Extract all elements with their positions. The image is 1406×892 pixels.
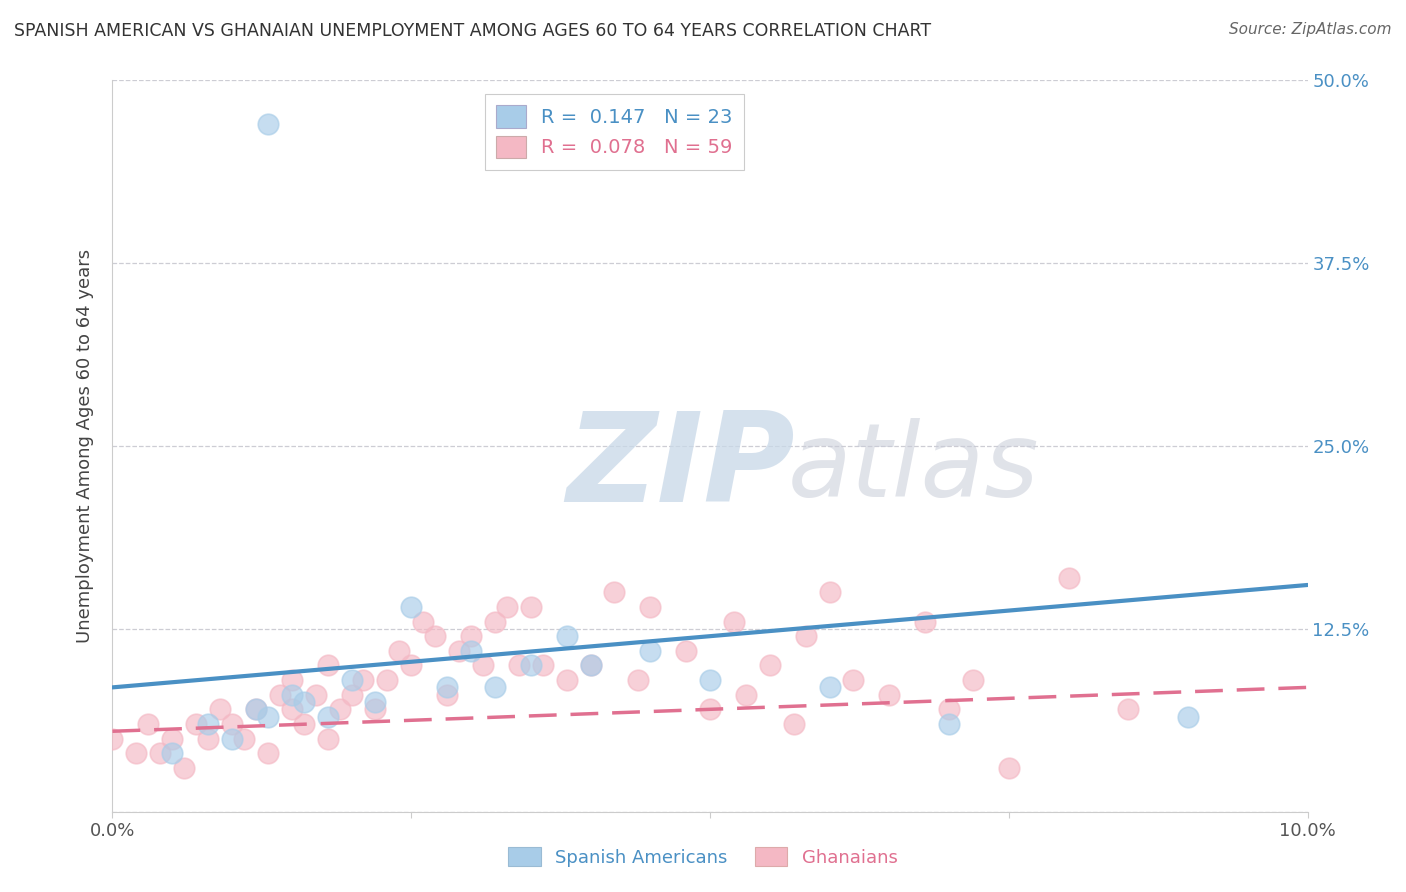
Point [245, 702, 267, 716]
Point [783, 717, 806, 731]
Point [125, 746, 148, 760]
Point [209, 702, 232, 716]
Text: ZIP: ZIP [567, 408, 796, 528]
Point [401, 658, 423, 673]
Point [1177, 709, 1199, 723]
Point [508, 658, 530, 673]
Point [998, 761, 1021, 775]
Point [281, 702, 304, 716]
Point [675, 644, 697, 658]
Point [221, 717, 243, 731]
Point [305, 688, 328, 702]
Point [1118, 702, 1140, 716]
Point [257, 709, 280, 723]
Point [257, 746, 280, 760]
Point [640, 599, 662, 614]
Point [579, 658, 602, 673]
Point [233, 731, 256, 746]
Text: Source: ZipAtlas.com: Source: ZipAtlas.com [1229, 22, 1392, 37]
Point [364, 695, 387, 709]
Point [472, 658, 495, 673]
Point [531, 658, 554, 673]
Point [245, 702, 267, 716]
Point [316, 658, 339, 673]
Point [436, 688, 458, 702]
Point [938, 717, 960, 731]
Point [138, 717, 160, 731]
Point [412, 615, 434, 629]
Point [221, 731, 243, 746]
Point [281, 673, 304, 687]
Point [627, 673, 650, 687]
Y-axis label: Unemployment Among Ages 60 to 64 years: Unemployment Among Ages 60 to 64 years [76, 249, 94, 643]
Point [723, 615, 745, 629]
Point [149, 746, 172, 760]
Point [579, 658, 602, 673]
Point [364, 702, 387, 716]
Point [353, 673, 375, 687]
Point [101, 731, 124, 746]
Point [292, 717, 315, 731]
Point [818, 681, 841, 695]
Point [449, 644, 471, 658]
Legend: R =  0.147   N = 23, R =  0.078   N = 59: R = 0.147 N = 23, R = 0.078 N = 59 [485, 94, 744, 169]
Point [520, 658, 543, 673]
Point [555, 629, 578, 643]
Point [603, 585, 626, 599]
Point [1057, 571, 1080, 585]
Point [842, 673, 865, 687]
Point [257, 117, 280, 131]
Point [316, 731, 339, 746]
Point [699, 702, 721, 716]
Text: atlas: atlas [787, 418, 1039, 518]
Point [484, 615, 506, 629]
Point [460, 644, 482, 658]
Point [555, 673, 578, 687]
Text: SPANISH AMERICAN VS GHANAIAN UNEMPLOYMENT AMONG AGES 60 TO 64 YEARS CORRELATION : SPANISH AMERICAN VS GHANAIAN UNEMPLOYMEN… [14, 22, 931, 40]
Point [460, 629, 482, 643]
Point [640, 644, 662, 658]
Point [292, 695, 315, 709]
Point [173, 761, 195, 775]
Point [735, 688, 758, 702]
Point [281, 688, 304, 702]
Point [484, 681, 506, 695]
Point [759, 658, 782, 673]
Point [938, 702, 960, 716]
Point [329, 702, 352, 716]
Point [794, 629, 817, 643]
Point [914, 615, 936, 629]
Point [340, 673, 363, 687]
Point [879, 688, 901, 702]
Point [425, 629, 447, 643]
Point [162, 746, 183, 760]
Point [162, 731, 183, 746]
Point [436, 681, 458, 695]
Point [962, 673, 984, 687]
Point [340, 688, 363, 702]
Point [269, 688, 291, 702]
Point [316, 709, 339, 723]
Point [197, 717, 219, 731]
Point [818, 585, 841, 599]
Point [520, 599, 543, 614]
Point [388, 644, 411, 658]
Point [496, 599, 519, 614]
Point [401, 599, 423, 614]
Legend: Spanish Americans, Ghanaians: Spanish Americans, Ghanaians [501, 840, 905, 874]
Point [197, 731, 219, 746]
Point [377, 673, 399, 687]
Point [699, 673, 721, 687]
Point [186, 717, 208, 731]
